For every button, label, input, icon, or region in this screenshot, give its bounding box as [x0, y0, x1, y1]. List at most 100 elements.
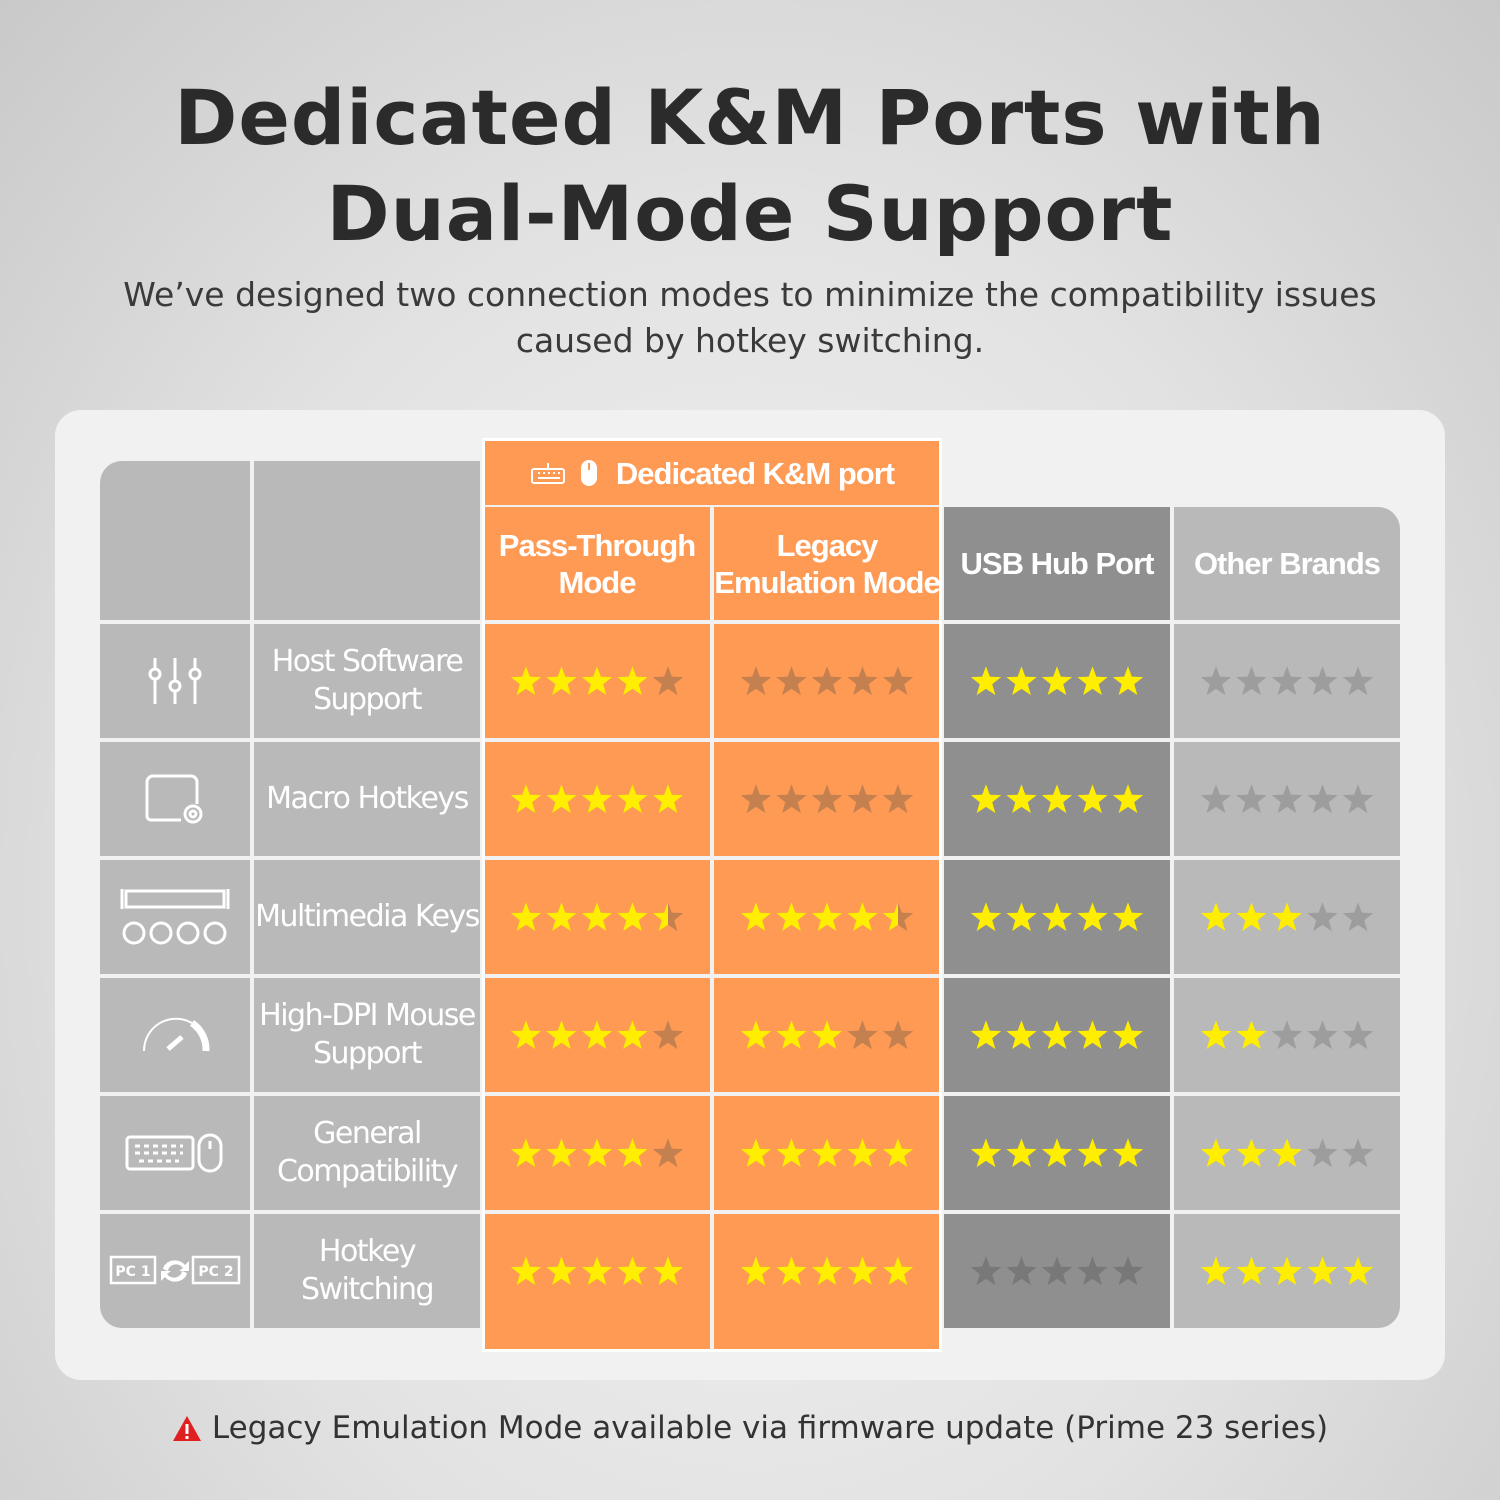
star-icon	[1005, 666, 1037, 696]
star-icon	[616, 666, 648, 696]
star-rating	[970, 784, 1143, 814]
star-rating	[970, 666, 1143, 696]
rating-cell	[1174, 742, 1400, 856]
star-icon	[1235, 1020, 1267, 1050]
star-icon	[1005, 1138, 1037, 1168]
star-icon	[1271, 902, 1302, 932]
star-icon	[1041, 902, 1072, 932]
star-rating	[740, 784, 913, 814]
column-header-0: Pass-Through Mode	[484, 507, 710, 620]
star-icon	[740, 902, 771, 932]
star-icon	[970, 1020, 1001, 1050]
star-icon	[846, 1020, 878, 1050]
star-icon	[1112, 666, 1143, 696]
star-rating	[1200, 902, 1373, 932]
header-label-cell	[254, 461, 480, 620]
subtitle: We’ve designed two connection modes to m…	[123, 275, 1377, 360]
star-icon	[1235, 666, 1267, 696]
star-icon	[1235, 902, 1267, 932]
star-icon	[545, 666, 577, 696]
column-header-label: Pass-Through Mode	[498, 527, 696, 600]
star-icon	[775, 1138, 807, 1168]
star-icon	[1306, 1256, 1338, 1286]
keyboard-mouse-icon	[125, 1133, 223, 1173]
star-rating	[1200, 784, 1373, 814]
column-header-2: USB Hub Port	[944, 507, 1170, 620]
media-keys-icon	[120, 889, 230, 945]
star-icon	[1076, 1138, 1108, 1168]
star-icon	[1200, 902, 1231, 932]
rating-cell	[944, 978, 1170, 1092]
star-icon	[1041, 666, 1072, 696]
star-icon	[1235, 1138, 1267, 1168]
star-icon	[811, 1138, 842, 1168]
column-header-label: USB Hub Port	[960, 546, 1155, 581]
star-icon	[882, 1138, 913, 1168]
rating-cell	[484, 978, 710, 1092]
star-icon	[1271, 1020, 1302, 1050]
rating-cell	[944, 1096, 1170, 1210]
star-icon	[1005, 902, 1037, 932]
star-icon	[1005, 784, 1037, 814]
row-label-cell: Hotkey Switching	[254, 1214, 480, 1328]
pc-switch-icon: PC 1 PC 2	[109, 1255, 241, 1285]
star-icon	[510, 784, 541, 814]
star-icon	[1306, 1020, 1338, 1050]
star-icon	[1306, 666, 1338, 696]
star-icon	[1342, 784, 1373, 814]
row-icon-cell	[100, 978, 250, 1092]
star-rating	[740, 1256, 913, 1286]
star-icon	[545, 1256, 577, 1286]
star-icon	[1005, 1256, 1037, 1286]
footnote-text: Legacy Emulation Mode available via firm…	[211, 1410, 1329, 1446]
star-icon	[652, 784, 683, 814]
sliders-icon	[148, 658, 202, 704]
star-icon	[1041, 1256, 1072, 1286]
rating-cell	[714, 1096, 940, 1210]
star-icon	[882, 1256, 913, 1286]
star-icon	[581, 1256, 612, 1286]
star-icon	[1076, 666, 1108, 696]
row-label-cell: Macro Hotkeys	[254, 742, 480, 856]
rating-cell	[484, 624, 710, 738]
star-icon	[811, 784, 842, 814]
footnote: Legacy Emulation Mode available via firm…	[0, 1410, 1500, 1446]
star-icon	[970, 666, 1001, 696]
star-rating	[740, 1138, 913, 1168]
row-label-cell: Host Software Support	[254, 624, 480, 738]
star-icon	[1271, 1256, 1302, 1286]
row-icon-cell	[100, 860, 250, 974]
star-icon	[510, 666, 541, 696]
star-icon	[846, 784, 878, 814]
column-header-1: Legacy Emulation Mode	[714, 507, 941, 620]
star-icon	[1112, 902, 1143, 932]
star-icon	[652, 1256, 683, 1286]
rating-cell	[484, 1096, 710, 1210]
star-icon	[846, 1138, 878, 1168]
star-icon	[1342, 902, 1373, 932]
star-icon	[652, 666, 683, 696]
star-icon	[1041, 1020, 1072, 1050]
star-icon	[1200, 784, 1231, 814]
star-icon	[811, 1256, 842, 1286]
star-icon	[1076, 902, 1108, 932]
star-icon	[1235, 1256, 1267, 1286]
rating-cell	[1174, 1096, 1400, 1210]
star-icon	[1271, 784, 1302, 814]
row-label: High-DPI Mouse Support	[259, 998, 476, 1071]
star-icon	[846, 902, 878, 932]
star-rating	[970, 1256, 1143, 1286]
rating-cell	[944, 1214, 1170, 1328]
row-label: Hotkey Switching	[300, 1234, 435, 1307]
star-rating	[970, 1020, 1143, 1050]
row-label-cell: High-DPI Mouse Support	[254, 978, 480, 1092]
star-icon	[1306, 784, 1338, 814]
row-icon-cell	[100, 742, 250, 856]
star-rating	[510, 1256, 683, 1286]
star-icon	[1200, 1138, 1231, 1168]
star-icon	[846, 666, 878, 696]
star-icon	[545, 1138, 577, 1168]
star-icon	[616, 1138, 648, 1168]
star-icon	[1342, 1138, 1373, 1168]
star-icon	[545, 1020, 577, 1050]
